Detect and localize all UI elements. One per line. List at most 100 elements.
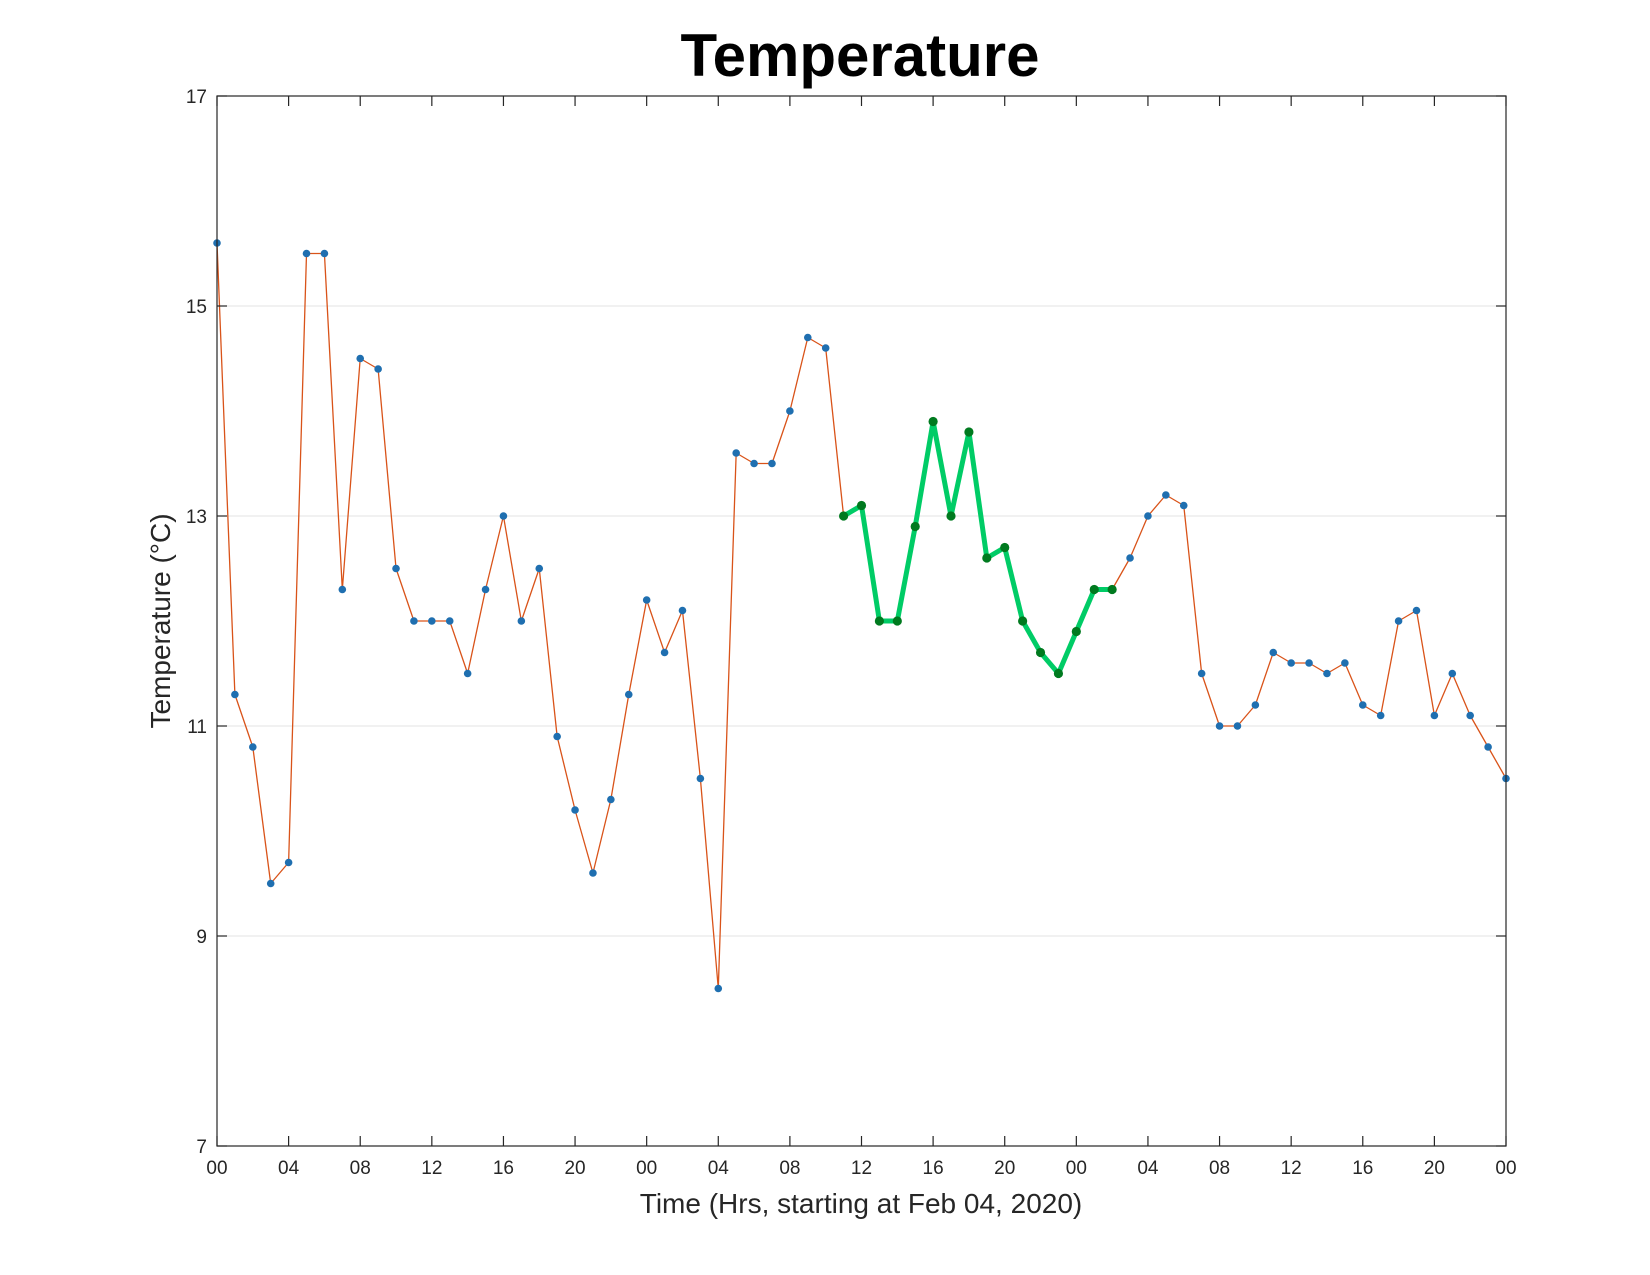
x-tick-label: 08 — [350, 1158, 371, 1179]
data-point — [553, 732, 561, 741]
data-point — [356, 354, 365, 363]
x-tick-label: 00 — [636, 1158, 657, 1179]
data-point — [571, 806, 579, 814]
data-point — [1035, 647, 1046, 658]
x-tick-label: 00 — [1495, 1158, 1516, 1179]
data-point — [1269, 648, 1278, 657]
data-point — [910, 521, 920, 532]
x-tick-label: 20 — [1424, 1158, 1445, 1179]
data-point — [1448, 669, 1457, 678]
series-1 — [839, 416, 1117, 679]
data-point — [374, 365, 382, 373]
y-axis-label: Temperature (°C) — [145, 513, 176, 728]
data-point — [1466, 711, 1474, 720]
data-point — [1233, 722, 1242, 730]
x-tick-label: 04 — [278, 1158, 300, 1179]
data-point — [803, 333, 812, 342]
data-point — [1000, 542, 1010, 553]
data-point — [517, 617, 526, 625]
data-point — [445, 617, 454, 625]
x-tick-label: 16 — [1352, 1158, 1373, 1179]
data-point — [1107, 584, 1117, 595]
x-tick-label: 20 — [564, 1158, 585, 1179]
data-point — [946, 511, 956, 521]
data-point — [732, 449, 740, 457]
x-tick-label: 12 — [421, 1158, 442, 1179]
data-point — [1251, 701, 1260, 709]
data-point — [768, 459, 776, 468]
y-tick-label: 11 — [187, 717, 207, 738]
data-point — [874, 616, 885, 626]
data-point — [750, 459, 758, 468]
data-point — [839, 511, 849, 521]
data-point — [1144, 512, 1152, 520]
data-point — [1089, 584, 1099, 595]
x-tick-labels: 00 04 08 12 16 20 00 04 08 12 16 20 00 04 08 12 16 20 00 — [206, 1158, 1516, 1179]
data-point — [1341, 659, 1349, 667]
data-point — [1412, 606, 1421, 615]
x-axis-label: Time (Hrs, starting at Feb 04, 2020) — [640, 1188, 1082, 1219]
data-point — [1053, 668, 1064, 679]
series-line — [216, 242, 1507, 990]
y-tick-label: 9 — [196, 927, 207, 948]
data-point — [231, 690, 239, 699]
x-tick-label: 12 — [851, 1158, 872, 1179]
series-line — [841, 419, 1115, 676]
series-0 — [213, 239, 1510, 993]
data-point — [249, 743, 257, 751]
data-point — [1071, 626, 1081, 637]
data-point — [821, 344, 830, 352]
data-point — [786, 407, 794, 415]
y-tick-label: 13 — [186, 507, 207, 528]
data-point — [1394, 617, 1403, 625]
data-point — [642, 596, 651, 604]
data-point — [714, 984, 723, 993]
data-point — [392, 564, 400, 573]
data-point — [1197, 669, 1206, 678]
data-point — [678, 606, 687, 615]
data-point — [463, 669, 472, 678]
data-point — [428, 617, 436, 625]
data-point — [1018, 616, 1028, 626]
x-tick-label: 12 — [1281, 1158, 1302, 1179]
data-point — [589, 869, 597, 877]
data-point — [856, 500, 867, 511]
y-tick-label: 17 — [186, 87, 207, 108]
data-point — [982, 553, 992, 563]
y-tick-labels: 7 9 11 13 15 17 — [186, 87, 207, 1158]
x-tick-label: 04 — [1137, 1158, 1159, 1179]
x-tick-label: 20 — [994, 1158, 1015, 1179]
data-point — [1376, 711, 1385, 720]
data-point — [1287, 659, 1295, 667]
axis-ticks — [216, 95, 1507, 1147]
data-point — [1305, 659, 1313, 667]
data-point — [892, 616, 902, 626]
y-tick-label: 15 — [186, 297, 207, 318]
y-tick-label: 7 — [196, 1137, 207, 1158]
data-point — [266, 879, 275, 888]
chart-title: Temperature — [680, 22, 1039, 89]
data-point — [535, 564, 544, 573]
data-point — [284, 858, 293, 867]
data-point — [481, 585, 490, 594]
data-point — [660, 648, 669, 657]
series-layer — [213, 239, 1510, 993]
data-point — [1215, 722, 1224, 730]
data-point — [1162, 491, 1170, 499]
data-point — [338, 585, 347, 594]
data-point — [320, 249, 329, 258]
data-point — [607, 795, 615, 804]
x-tick-label: 16 — [923, 1158, 944, 1179]
data-point — [928, 416, 938, 427]
data-point — [1323, 669, 1331, 678]
x-tick-label: 08 — [779, 1158, 800, 1179]
x-tick-label: 08 — [1209, 1158, 1230, 1179]
data-point — [1430, 711, 1439, 720]
data-point — [964, 427, 974, 437]
x-tick-label: 16 — [493, 1158, 514, 1179]
data-point — [302, 249, 311, 258]
data-point — [624, 690, 633, 699]
x-tick-label: 04 — [708, 1158, 730, 1179]
data-point — [1484, 743, 1492, 751]
